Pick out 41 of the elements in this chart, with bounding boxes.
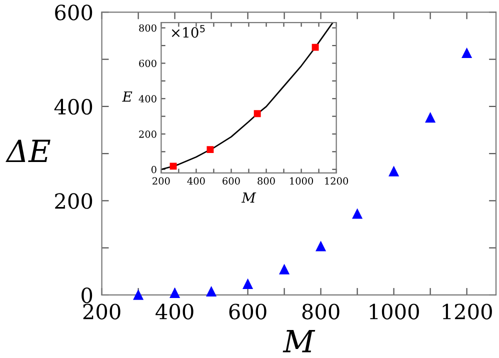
point	[425, 112, 436, 123]
x-axis-title: M	[282, 330, 316, 352]
y-tick-label: 800	[139, 24, 156, 32]
point	[242, 279, 253, 290]
point	[170, 162, 177, 170]
point	[352, 209, 362, 219]
x-tick-label: 400	[156, 304, 194, 320]
y-tick-label: 200	[139, 130, 156, 138]
x-tick-label: 400	[187, 177, 205, 185]
y-tick-label: 400	[138, 95, 156, 102]
x-tick-label: 1000	[290, 177, 314, 185]
point	[206, 146, 214, 154]
x-tick-label: 200	[83, 304, 120, 320]
y-tick-label: 0	[82, 287, 92, 304]
y-axis-title: ΔE	[6, 140, 50, 162]
y-tick-label: 400	[54, 98, 92, 115]
x-tick-label: 600	[222, 177, 240, 185]
x-tick-label: 200	[152, 177, 170, 185]
x-tick-label: 800	[302, 304, 340, 320]
point	[254, 110, 261, 118]
y-tick-label: 600	[55, 4, 92, 20]
y-tick-label: 600	[139, 60, 156, 68]
x-axis-title: M	[241, 192, 256, 203]
x-tick-label: 600	[229, 304, 266, 320]
point	[462, 48, 472, 58]
x-tick-label: 1200	[325, 177, 348, 185]
point	[388, 166, 399, 176]
point	[206, 286, 216, 297]
line-series	[161, 22, 334, 170]
x-tick-label: 800	[258, 177, 275, 185]
point	[316, 242, 326, 252]
annotation: ×10$^{5}$	[172, 25, 205, 38]
y-tick-label: 0	[151, 166, 156, 174]
x-tick-label: 1200	[442, 304, 492, 320]
point	[312, 44, 319, 51]
x-tick-label: 1000	[370, 304, 419, 320]
point	[170, 288, 180, 298]
y-tick-label: 200	[55, 193, 92, 209]
point	[279, 264, 290, 274]
y-axis-title: E	[122, 91, 132, 102]
point	[133, 290, 144, 300]
